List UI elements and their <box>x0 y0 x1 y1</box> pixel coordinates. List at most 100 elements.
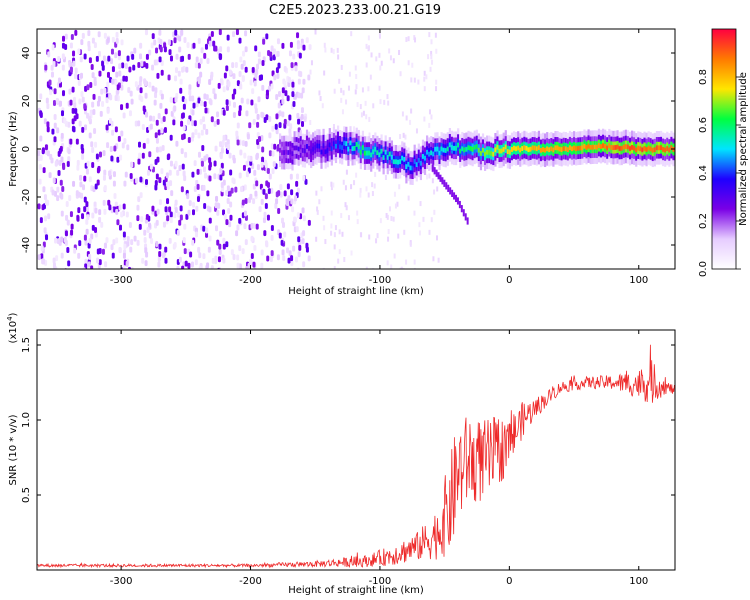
spectrogram-cell <box>187 137 191 144</box>
spectrogram-cell <box>333 88 336 94</box>
ridge-cell <box>281 150 284 155</box>
ridge-cell <box>285 149 288 155</box>
spectrogram-cell <box>44 215 48 222</box>
spectrogram-cell <box>262 217 266 224</box>
spectrogram-cell <box>239 83 243 90</box>
spectrogram-cell <box>232 254 236 261</box>
spectrogram-cell <box>93 128 97 135</box>
spectrogram-cell <box>96 179 100 186</box>
spectrogram-cell <box>196 168 200 175</box>
spectrogram-cell <box>323 225 326 231</box>
spectrogram-cell <box>126 144 130 151</box>
spectrogram-cell <box>227 144 231 151</box>
spectrogram-cell <box>84 124 88 131</box>
spectrogram-cell <box>158 177 162 184</box>
ridge-cell <box>351 146 354 152</box>
ridge-cell <box>316 143 319 149</box>
snr-y-label: SNR (10 * v/v) <box>8 414 19 485</box>
spectrogram-cell <box>86 214 90 221</box>
ridge-cell <box>299 144 302 150</box>
spectrogram-cell <box>197 38 201 45</box>
spectrogram-cell <box>185 213 189 220</box>
ridge-cell <box>624 144 627 149</box>
spectrogram-cell <box>243 152 247 159</box>
spectrogram-cell <box>264 159 268 166</box>
spectrogram-cell <box>413 267 416 269</box>
spectrogram-cell <box>397 233 400 239</box>
spectrogram-cell <box>281 92 285 99</box>
ridge-cell <box>473 144 476 150</box>
spectrogram-cell <box>300 113 304 120</box>
spectrogram-cell <box>217 202 221 209</box>
ridge-cell <box>591 144 594 150</box>
ridge-cell <box>442 147 445 153</box>
spectrogram-cell <box>71 86 75 93</box>
ridge-cell <box>647 145 650 151</box>
spectrogram-cell <box>290 260 294 267</box>
spectrogram-cell <box>145 214 149 221</box>
ridge-cell <box>523 145 526 151</box>
x-tick-label: -200 <box>239 275 262 286</box>
ridge-cell <box>645 147 648 152</box>
spectrogram-cell <box>432 256 435 262</box>
spectrogram-cell <box>77 48 81 55</box>
spectrogram-cell <box>435 86 438 92</box>
ridge-cell <box>546 146 549 152</box>
spectrogram-cell <box>229 214 233 221</box>
spectrogram-cell <box>359 187 362 193</box>
spectrogram-cell <box>330 185 333 191</box>
spectrogram-cell <box>155 137 159 144</box>
spectrogram-cell <box>255 68 259 75</box>
spectrogram-cell <box>81 32 85 39</box>
spectrogram-cell <box>91 224 95 231</box>
spectrogram-cell <box>426 174 429 180</box>
spectrogram-cell <box>195 205 199 212</box>
spectrogram-cell <box>218 29 222 36</box>
spectrogram-cell <box>264 203 268 210</box>
spectrogram-cell <box>210 116 214 123</box>
spectrogram-cell <box>203 155 207 162</box>
spectrogram-cell <box>53 122 57 129</box>
spectrogram-cell <box>81 153 85 160</box>
spectrogram-cell <box>124 75 128 82</box>
spectrogram-cell <box>430 39 433 45</box>
spectrogram-cell <box>305 242 309 249</box>
spectrogram-cell <box>212 40 216 47</box>
spectrogram-cell <box>139 192 143 199</box>
ridge-cell <box>399 159 402 165</box>
spectrogram-cell <box>383 99 386 105</box>
spectrogram-cell <box>236 139 240 146</box>
spectrogram-cell <box>153 39 157 46</box>
spectrogram-cell <box>181 265 185 269</box>
spectrogram-cell <box>50 71 54 78</box>
spectrogram-cell <box>151 205 155 212</box>
spectrogram-cell <box>118 204 122 211</box>
spectrogram-cell <box>228 69 232 76</box>
snr-x-ticks: -300 -200 -100 0 100 <box>110 330 648 587</box>
ridge-cell <box>471 147 474 152</box>
spectrogram-cell <box>65 200 69 207</box>
spectrogram-cell <box>220 162 224 169</box>
spectrogram-cell <box>302 215 306 222</box>
ridge-cell <box>610 144 613 150</box>
spectrogram-cell <box>57 77 61 84</box>
spectrogram-cell <box>114 126 118 133</box>
spectrogram-cell <box>69 42 73 49</box>
spectrogram-cell <box>144 92 148 99</box>
spectrogram-cell <box>208 235 212 242</box>
ridge-cell <box>314 145 317 150</box>
spectrogram-cell <box>399 134 402 140</box>
spectrogram-cell <box>187 118 191 125</box>
spectrogram-cell <box>168 49 172 56</box>
branch-cell <box>439 174 442 182</box>
spectrogram-cell <box>126 55 130 62</box>
ridge-cell <box>457 142 460 148</box>
spectrogram-cell <box>295 256 299 263</box>
spectrogram-cell <box>222 237 226 244</box>
spectrogram-cell <box>139 42 143 49</box>
spectrogram-cell <box>202 225 206 232</box>
ridge-cell <box>303 148 307 154</box>
spectrogram-cell <box>169 211 173 218</box>
spectrogram-cell <box>120 130 124 137</box>
